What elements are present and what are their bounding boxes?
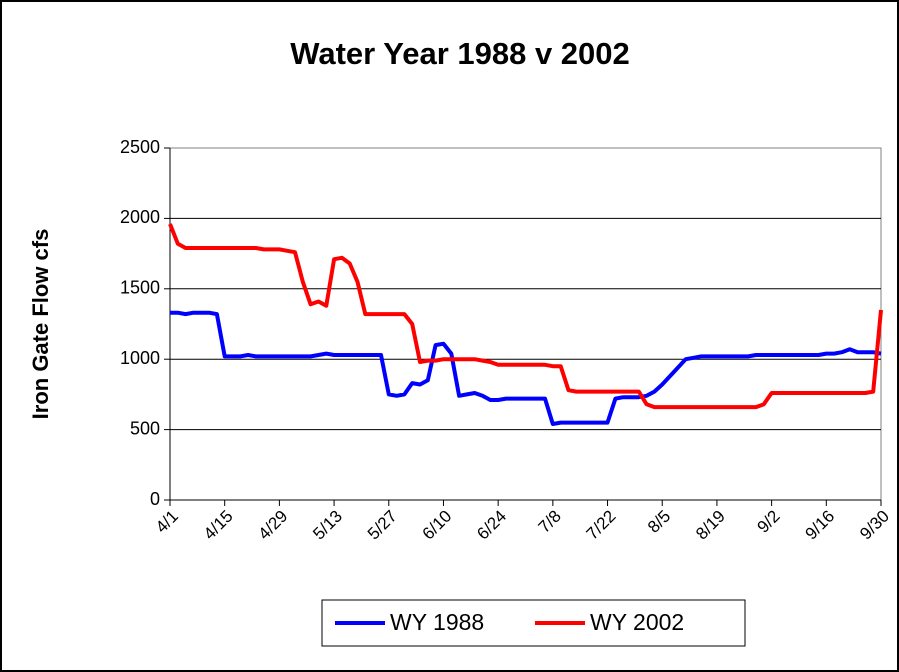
- y-tick-label: 1000: [120, 348, 160, 368]
- data-line: [170, 310, 882, 426]
- plot-area: [169, 147, 882, 501]
- y-tick-label: 2000: [120, 207, 160, 227]
- y-tick-label: 2500: [120, 137, 160, 157]
- legend-box: [321, 599, 746, 647]
- y-axis-label: Iron Gate Flow cfs: [28, 229, 53, 420]
- data-line: [168, 223, 883, 410]
- legend-label: WY 1988: [390, 609, 484, 635]
- y-tick-label: 0: [150, 489, 160, 509]
- y-tick-label: 500: [130, 418, 160, 438]
- legend-label: WY 2002: [590, 609, 684, 635]
- chart-title: Water Year 1988 v 2002: [290, 36, 630, 71]
- y-tick-label: 1500: [120, 278, 160, 298]
